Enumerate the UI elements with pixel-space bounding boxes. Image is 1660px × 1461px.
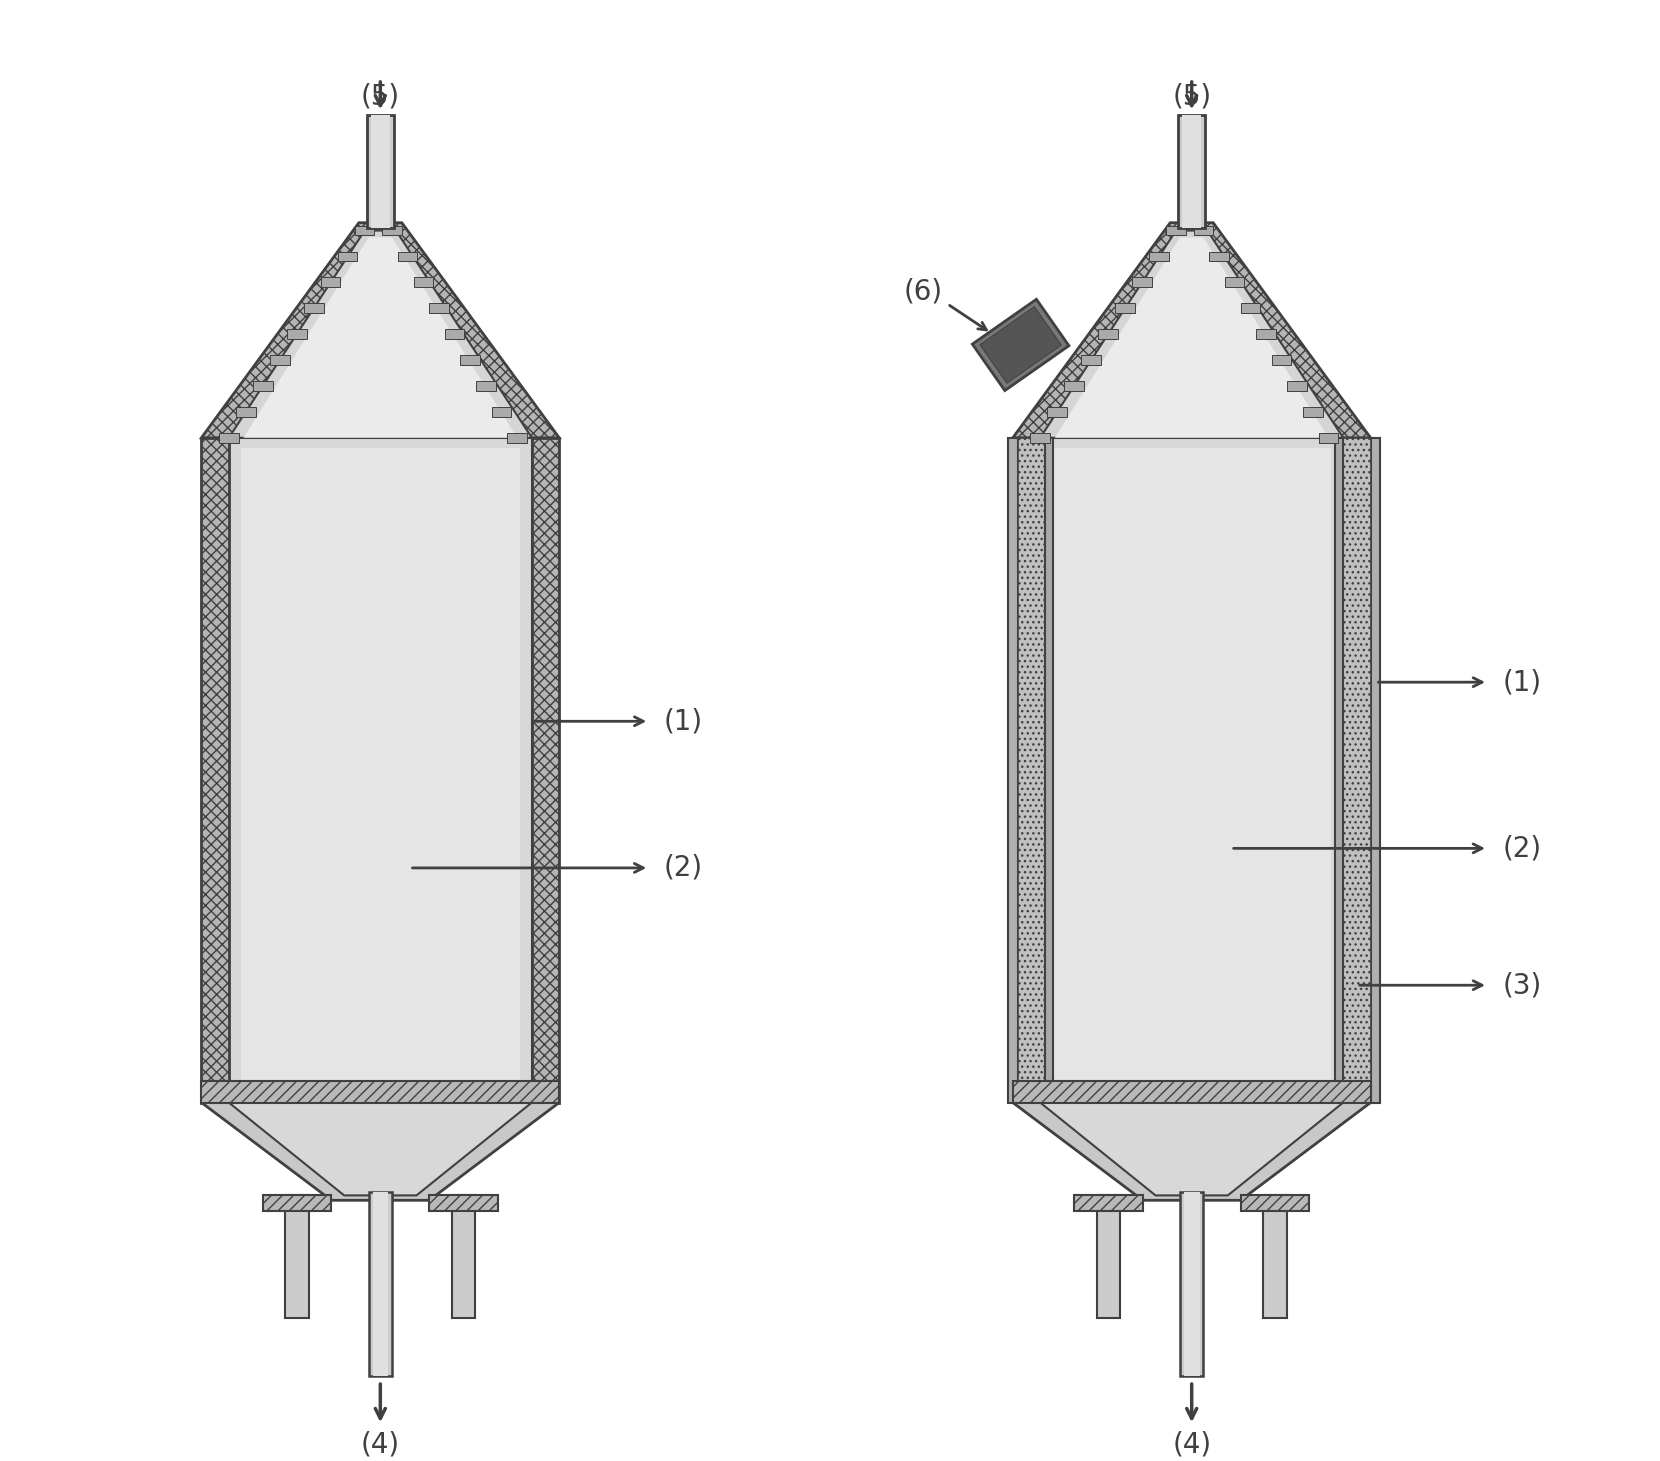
Polygon shape	[1041, 1103, 1343, 1195]
Bar	[1116, 304, 1135, 313]
Bar	[1240, 1195, 1310, 1211]
Bar	[355, 225, 375, 235]
Polygon shape	[1041, 231, 1343, 438]
Bar	[286, 1195, 309, 1318]
Polygon shape	[1013, 1103, 1371, 1201]
Bar	[531, 438, 559, 1103]
Text: (5): (5)	[1172, 83, 1212, 111]
Bar	[1371, 438, 1381, 1103]
Text: (1): (1)	[1502, 668, 1542, 697]
Text: (2): (2)	[1502, 834, 1542, 862]
Bar	[382, 225, 402, 235]
Bar	[1272, 355, 1291, 365]
Polygon shape	[244, 237, 518, 438]
Text: (4): (4)	[1172, 1430, 1212, 1458]
Polygon shape	[1013, 222, 1371, 438]
Bar	[241, 447, 520, 1093]
Bar	[1132, 278, 1152, 288]
Bar	[508, 432, 526, 443]
Bar	[236, 408, 256, 416]
Bar	[201, 1081, 559, 1103]
Bar	[1081, 355, 1101, 365]
Polygon shape	[201, 1103, 559, 1201]
Bar	[339, 251, 357, 262]
Bar	[304, 304, 324, 313]
Polygon shape	[979, 307, 1061, 383]
Bar	[201, 438, 229, 1103]
Bar	[372, 1192, 388, 1376]
Text: (3): (3)	[1502, 972, 1542, 999]
Text: (6): (6)	[903, 278, 943, 305]
Bar	[491, 408, 511, 416]
Bar	[1018, 438, 1046, 1103]
Bar	[1047, 408, 1067, 416]
Bar	[1052, 447, 1331, 1093]
Bar	[1194, 225, 1213, 235]
Bar	[369, 1192, 392, 1376]
Bar	[262, 1195, 332, 1211]
Bar	[1180, 1192, 1204, 1376]
Bar	[1208, 251, 1228, 262]
Bar	[1046, 438, 1052, 1103]
Polygon shape	[1054, 237, 1328, 438]
Bar	[1074, 1195, 1142, 1211]
Bar	[1240, 304, 1260, 313]
Bar	[430, 1195, 498, 1211]
Bar	[445, 329, 465, 339]
Bar	[219, 432, 239, 443]
Bar	[1167, 225, 1185, 235]
Text: (1): (1)	[664, 707, 702, 735]
Bar	[1149, 251, 1169, 262]
Bar	[1335, 438, 1343, 1103]
Bar	[370, 115, 390, 228]
Polygon shape	[973, 300, 1069, 390]
Bar	[476, 381, 496, 392]
Bar	[229, 438, 531, 1103]
Bar	[1184, 1192, 1200, 1376]
Polygon shape	[201, 222, 559, 438]
Bar	[1031, 432, 1051, 443]
Bar	[287, 329, 307, 339]
Bar	[1182, 115, 1202, 228]
Text: (5): (5)	[360, 83, 400, 111]
Bar	[1318, 432, 1338, 443]
Bar	[1008, 438, 1018, 1103]
Bar	[1257, 329, 1277, 339]
Bar	[1064, 381, 1084, 392]
Polygon shape	[229, 231, 531, 438]
Bar	[452, 1195, 475, 1318]
Bar	[1097, 1195, 1120, 1318]
Bar	[398, 251, 417, 262]
Bar	[320, 278, 340, 288]
Bar	[1041, 438, 1343, 1103]
Bar	[1013, 1081, 1371, 1103]
Bar	[271, 355, 289, 365]
Bar	[1225, 278, 1245, 288]
Bar	[1263, 1195, 1286, 1318]
Text: (2): (2)	[664, 853, 702, 882]
Bar	[1288, 381, 1306, 392]
Polygon shape	[229, 1103, 531, 1195]
Bar	[252, 381, 272, 392]
Bar	[1099, 329, 1117, 339]
Bar	[430, 304, 448, 313]
Bar	[367, 115, 393, 228]
Text: (4): (4)	[360, 1430, 400, 1458]
Bar	[413, 278, 433, 288]
Bar	[1179, 115, 1205, 228]
Bar	[1303, 408, 1323, 416]
Bar	[460, 355, 480, 365]
Bar	[1343, 438, 1371, 1103]
